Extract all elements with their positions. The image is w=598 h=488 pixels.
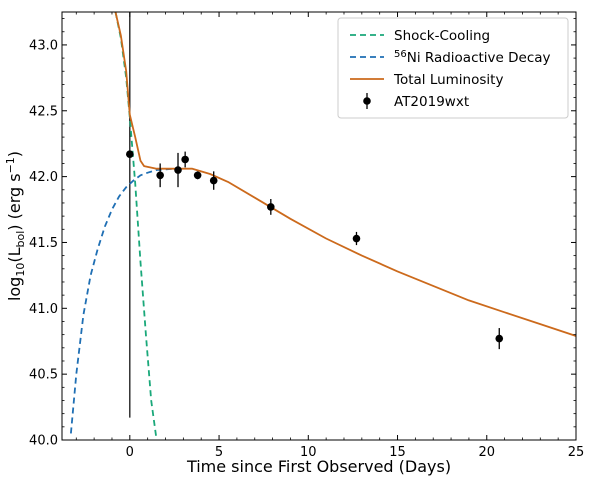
x-tick-label: 0 xyxy=(126,445,134,460)
legend-label-shock: Shock-Cooling xyxy=(394,28,490,44)
observation-point xyxy=(126,150,134,159)
data-marker xyxy=(209,176,218,185)
y-axis-label: log10(Lbol) (erg s−1) xyxy=(4,151,27,301)
observation-point xyxy=(181,151,189,168)
plot-frame xyxy=(61,11,577,441)
legend-item-total: Total Luminosity xyxy=(350,72,503,88)
data-marker xyxy=(174,166,182,174)
plot-area xyxy=(70,12,576,440)
legend-item-ni: 56Ni Radioactive Decay xyxy=(350,49,551,66)
legend-item-shock: Shock-Cooling xyxy=(350,28,490,44)
observation-point xyxy=(267,199,275,215)
observation-point xyxy=(352,231,361,246)
legend: Shock-Cooling 56Ni Radioactive Decay Total… xyxy=(337,17,569,119)
data-marker xyxy=(352,234,361,243)
observation-point xyxy=(156,163,164,188)
legend-label-ni: 56Ni Radioactive Decay xyxy=(394,49,551,66)
data-marker xyxy=(156,171,164,180)
legend-label-obs: AT2019wxt xyxy=(394,94,469,110)
legend-marker xyxy=(363,97,371,105)
data-marker xyxy=(267,203,275,211)
observation-point xyxy=(174,152,182,188)
x-tick-label: 25 xyxy=(568,445,585,460)
observation-point xyxy=(495,328,504,350)
observation-point xyxy=(193,171,202,180)
series-line-total xyxy=(114,12,576,337)
data-marker xyxy=(193,171,202,180)
y-tick-label: 41.5 xyxy=(29,236,58,251)
legend-item-obs: AT2019wxt xyxy=(363,93,469,110)
data-marker xyxy=(126,150,134,159)
y-tick-label: 42.5 xyxy=(29,104,58,119)
series-line-ni xyxy=(70,167,175,434)
y-tick-label: 42.0 xyxy=(29,170,58,185)
x-tick-label: 5 xyxy=(215,445,223,460)
y-tick-label: 43.0 xyxy=(29,38,58,53)
x-axis-label: Time since First Observed (Days) xyxy=(186,457,451,476)
observation-point xyxy=(209,171,218,190)
x-tick-label: 10 xyxy=(300,445,317,460)
y-tick-label: 40.5 xyxy=(29,368,58,383)
legend-label-total: Total Luminosity xyxy=(393,72,503,88)
data-marker xyxy=(181,155,189,164)
y-tick-label: 40.0 xyxy=(29,434,58,449)
legend-box xyxy=(337,17,569,119)
series-line-shock xyxy=(114,12,158,440)
y-tick-label: 41.0 xyxy=(29,302,58,317)
x-tick-label: 15 xyxy=(389,445,406,460)
x-tick-label: 20 xyxy=(478,445,495,460)
data-marker xyxy=(495,334,504,343)
axes: 0 5 10 15 20 25 40.0 40.5 41.0 41.5 42.0 42.5 43.0 Ti… xyxy=(4,11,585,476)
